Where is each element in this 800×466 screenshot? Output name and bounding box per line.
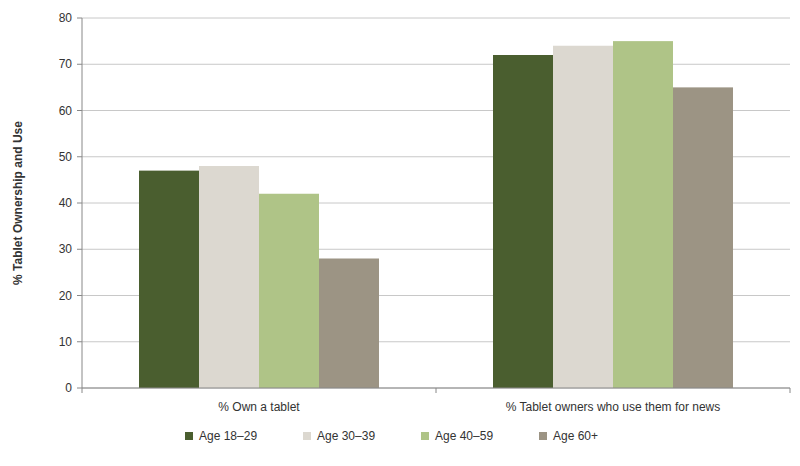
bar [319, 259, 379, 389]
bar [259, 194, 319, 388]
grid-line [82, 64, 790, 65]
legend: Age 18–29 Age 30–39 Age 40–59 Age 60+ [185, 429, 598, 443]
grid-line [82, 18, 790, 19]
y-tick [77, 156, 82, 157]
x-tick [436, 388, 437, 393]
y-tick-label: 0 [65, 381, 72, 395]
bar [613, 41, 673, 388]
legend-swatch [303, 432, 311, 440]
x-tick-label: % Tablet owners who use them for news [506, 400, 721, 414]
legend-label: Age 40–59 [435, 429, 493, 443]
legend-label: Age 18–29 [199, 429, 257, 443]
x-tick [82, 388, 83, 393]
y-tick-label: 10 [59, 335, 73, 349]
y-tick [77, 249, 82, 250]
x-tick-label: % Own a tablet [218, 400, 300, 414]
y-tick-label: 50 [59, 150, 73, 164]
y-tick [77, 295, 82, 296]
y-tick-label: 60 [59, 104, 73, 118]
y-tick [77, 64, 82, 65]
y-tick-label: 40 [59, 196, 73, 210]
bar [139, 171, 199, 388]
y-tick-label: 20 [59, 289, 73, 303]
y-axis-label: % Tablet Ownership and Use [11, 121, 25, 285]
x-tick [790, 388, 791, 393]
y-tick-label: 30 [59, 242, 73, 256]
legend-label: Age 60+ [553, 429, 598, 443]
y-tick [77, 341, 82, 342]
bar [493, 55, 553, 388]
y-tick [77, 203, 82, 204]
y-tick [77, 388, 82, 389]
legend-swatch [421, 432, 429, 440]
legend-swatch [185, 432, 193, 440]
legend-swatch [539, 432, 547, 440]
y-tick-label: 70 [59, 57, 73, 71]
y-tick [77, 110, 82, 111]
y-axis [82, 18, 83, 388]
y-tick-label: 80 [59, 11, 73, 25]
bar [553, 46, 613, 388]
legend-label: Age 30–39 [317, 429, 375, 443]
y-tick [77, 18, 82, 19]
chart-svg: 0 10 20 30 40 50 60 70 80 % Own a tablet % Tablet … [0, 0, 800, 466]
bar [199, 166, 259, 388]
bars [139, 41, 733, 388]
bar [673, 87, 733, 388]
chart-container: 0 10 20 30 40 50 60 70 80 % Own a tablet % Tablet … [0, 0, 800, 466]
